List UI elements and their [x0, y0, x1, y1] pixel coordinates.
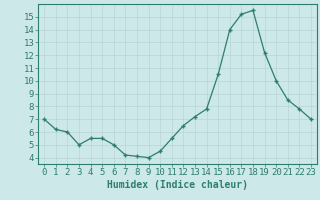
X-axis label: Humidex (Indice chaleur): Humidex (Indice chaleur) — [107, 180, 248, 190]
